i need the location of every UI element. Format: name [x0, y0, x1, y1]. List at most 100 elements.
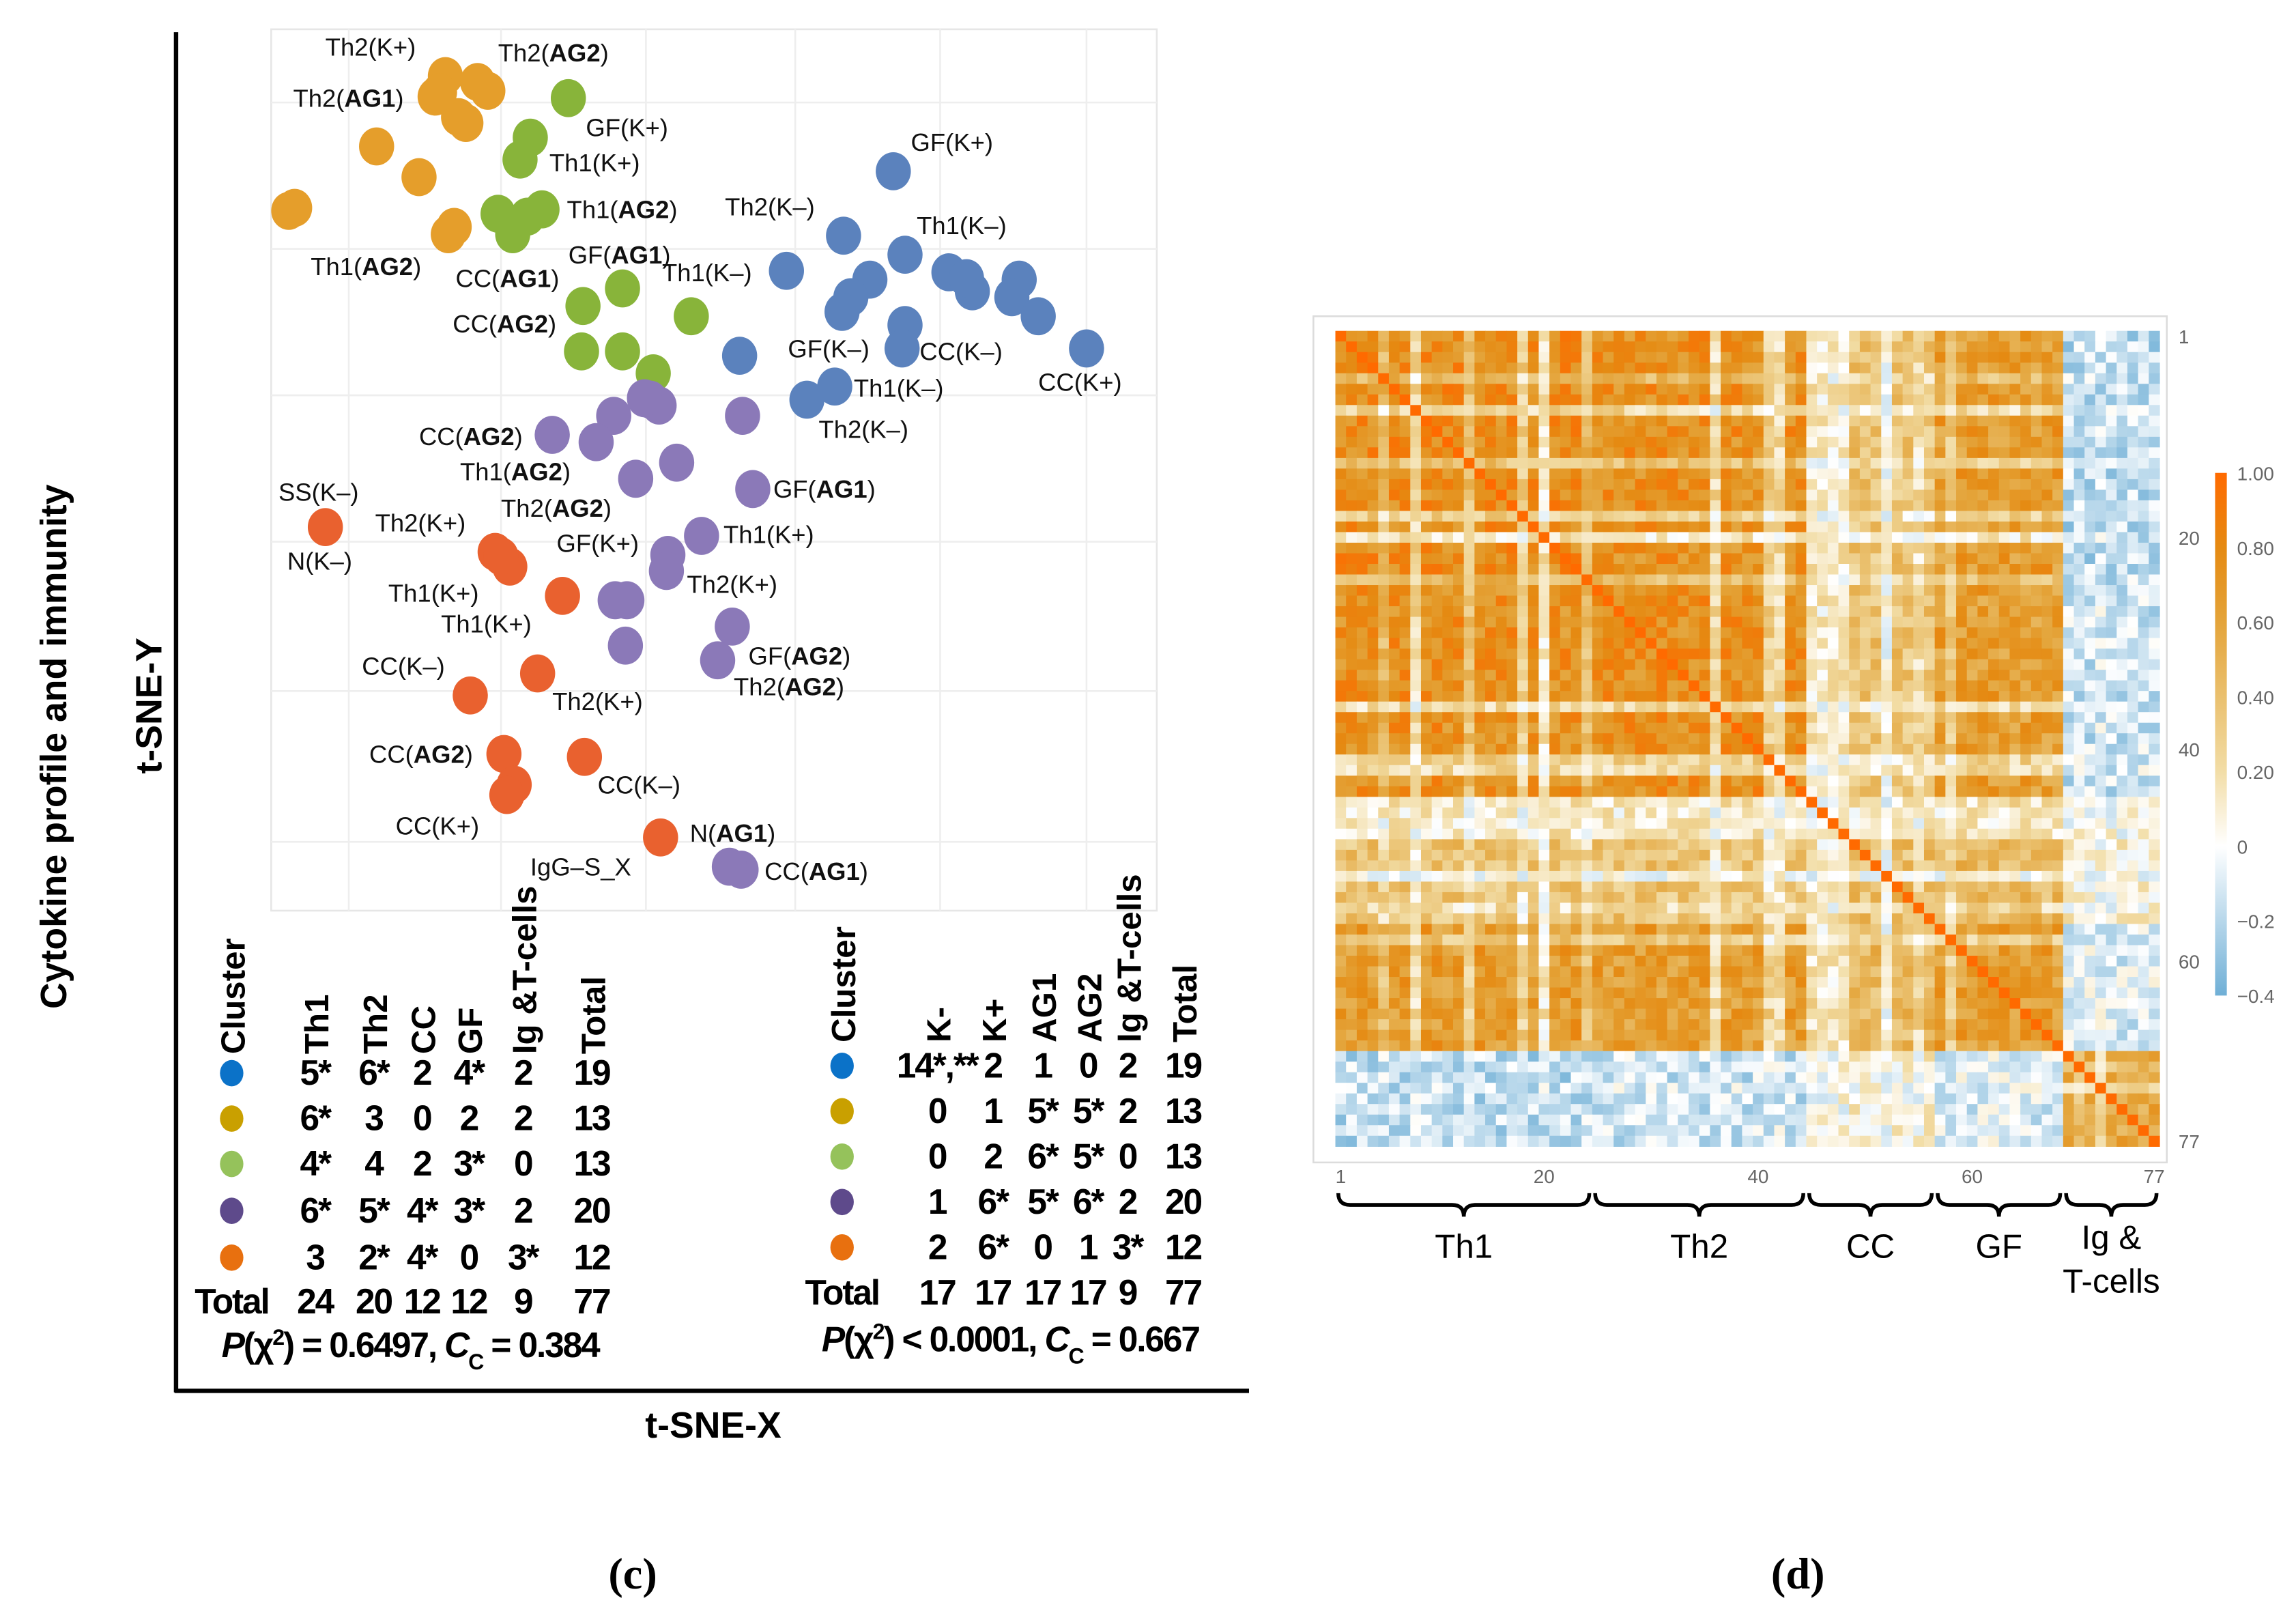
heatmap-cell [2030, 415, 2043, 427]
heatmap-cell [1474, 447, 1486, 459]
heatmap-cell [1945, 553, 1957, 565]
heatmap-cell [2095, 828, 2107, 840]
heatmap-cell [1656, 849, 1668, 862]
heatmap-cell [1635, 595, 1646, 607]
heatmap-cell [2009, 532, 2021, 543]
heatmap-cell [1517, 839, 1529, 851]
heatmap-cell [1913, 415, 1925, 427]
heatmap-cell [1710, 881, 1721, 893]
heatmap-cell [1902, 743, 1914, 755]
heatmap-cell [1891, 691, 1904, 702]
heatmap-cell [2127, 649, 2139, 660]
heatmap-cell [2127, 457, 2139, 470]
heatmap-cell [2106, 415, 2117, 427]
heatmap-cell [1635, 521, 1646, 533]
heatmap-cell [1442, 818, 1454, 829]
heatmap-cell [1945, 362, 1957, 374]
heatmap-cell [1966, 659, 1979, 670]
heatmap-cell [1763, 649, 1775, 660]
heatmap-cell [1560, 521, 1572, 533]
heatmap-cell [1346, 373, 1358, 384]
heatmap-cell [1570, 542, 1582, 554]
heatmap-cell [1646, 553, 1657, 565]
heatmap-cell [1431, 532, 1443, 543]
heatmap-cell [1859, 956, 1871, 967]
heatmap-cell [1378, 426, 1390, 438]
heatmap-cell [1902, 606, 1914, 618]
heatmap-cell [1977, 574, 1989, 586]
heatmap-cell [1378, 807, 1390, 818]
heatmap-cell [1870, 606, 1882, 618]
heatmap-cell [1538, 870, 1550, 883]
heatmap-cell [1913, 849, 1925, 862]
heatmap-cell [1656, 733, 1668, 745]
heatmap-cell [1410, 479, 1422, 491]
heatmap-cell [1656, 913, 1668, 925]
heatmap-cell [1934, 341, 1946, 353]
heatmap-cell [1506, 786, 1518, 797]
heatmap-cell [1646, 574, 1657, 586]
heatmap-cell [2084, 743, 2096, 755]
heatmap-cell [1335, 818, 1347, 829]
table-cell: 2* [358, 1237, 390, 1277]
heatmap-cell [1785, 426, 1796, 438]
heatmap-cell [1581, 818, 1593, 829]
heatmap-cell [1817, 542, 1828, 554]
heatmap-cell [1506, 384, 1518, 395]
heatmap-cell [2020, 606, 2032, 618]
heatmap-cell [2084, 426, 2096, 438]
heatmap-cell [1667, 362, 1678, 374]
heatmap-cell [1923, 807, 1936, 818]
heatmap-cell [1453, 754, 1465, 766]
heatmap-cell [1613, 352, 1625, 363]
heatmap-cell [1420, 468, 1433, 480]
heatmap-cell [1827, 606, 1839, 618]
heatmap-cell [1603, 649, 1614, 660]
heatmap-cell [1731, 807, 1743, 818]
heatmap-cell [1913, 712, 1925, 724]
heatmap-cell [2084, 849, 2096, 862]
heatmap-cell [1592, 638, 1604, 649]
heatmap-cell [1753, 860, 1764, 872]
heatmap-cell [1795, 870, 1807, 883]
heatmap-cell [1881, 659, 1893, 670]
heatmap-cell [1753, 564, 1764, 575]
heatmap-cell [1998, 849, 2011, 862]
heatmap-cell [2149, 489, 2160, 501]
heatmap-cell [1560, 754, 1572, 766]
heatmap-cell [2009, 818, 2021, 829]
heatmap-cell [1838, 659, 1850, 670]
heatmap-cell [2063, 839, 2075, 851]
heatmap-cell [2106, 553, 2117, 565]
heatmap-cell [1527, 384, 1540, 395]
heatmap-cell [1753, 362, 1764, 374]
heatmap-cell [1859, 849, 1871, 862]
heatmap-cell [1956, 765, 1968, 776]
heatmap-cell [2020, 860, 2032, 872]
heatmap-cell [1431, 934, 1443, 946]
heatmap-cell [2095, 574, 2107, 586]
heatmap-cell [1517, 924, 1529, 935]
heatmap-cell [1891, 362, 1904, 374]
heatmap-cell [1966, 394, 1979, 405]
heatmap-cell [1923, 733, 1936, 745]
heatmap-cell [1870, 542, 1882, 554]
heatmap-cell [1527, 775, 1540, 787]
heatmap-cell [1656, 818, 1668, 829]
heatmap-cell [1731, 775, 1743, 787]
heatmap-cell [1367, 373, 1379, 384]
heatmap-cell [1431, 585, 1443, 597]
table-cell: 6* [300, 1191, 331, 1230]
heatmap-cell [2127, 384, 2139, 395]
heatmap-cell [1538, 394, 1550, 405]
heatmap-cell [1474, 870, 1486, 883]
heatmap-cell [1806, 362, 1818, 374]
heatmap-cell [2127, 849, 2139, 862]
heatmap-cell [1785, 956, 1796, 967]
heatmap-cell [1378, 691, 1390, 702]
heatmap-cell [1956, 426, 1968, 438]
heatmap-cell [1667, 489, 1678, 501]
heatmap-cell [1710, 606, 1721, 618]
heatmap-cell [1399, 924, 1411, 935]
